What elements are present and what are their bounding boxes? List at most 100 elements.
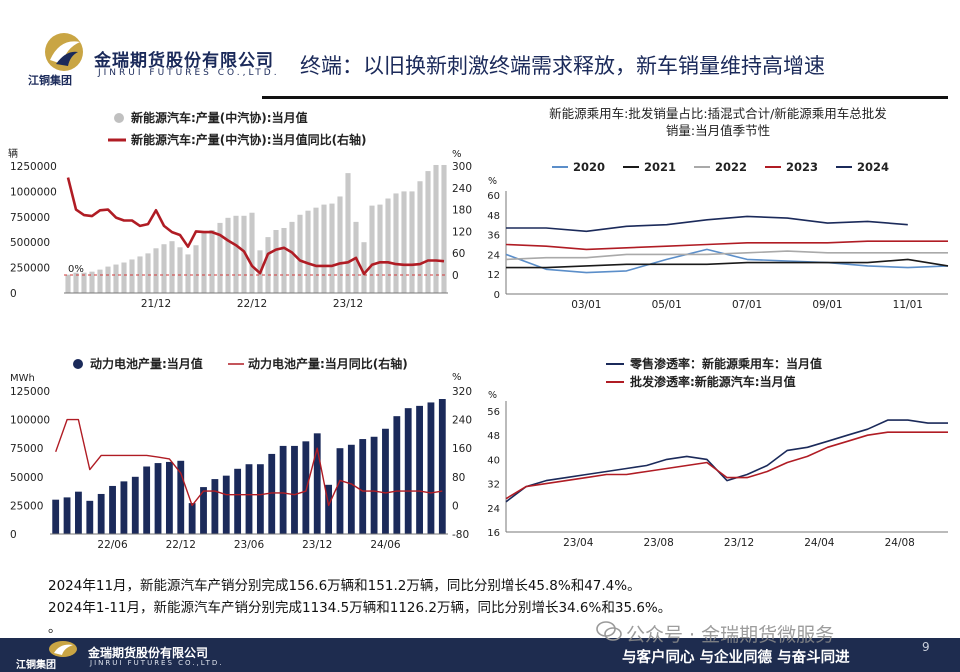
yoy-line (55, 418, 443, 507)
bar (81, 272, 87, 293)
series-line-2022 (505, 250, 948, 261)
right-tick-label: 60 (452, 248, 465, 260)
company-name-en: JINRUI FUTURES CO.,LTD. (98, 68, 280, 78)
bar (377, 204, 383, 293)
bar (268, 453, 276, 534)
legend-label-2021: 2021 (644, 160, 676, 174)
y-axis-unit: % (488, 176, 497, 187)
x-tick-label: 05/01 (652, 299, 682, 311)
group-name: 江铜集团 (28, 74, 72, 87)
bar (347, 444, 355, 534)
bar (361, 242, 367, 293)
y-tick-label: 48 (487, 211, 500, 222)
bar (241, 215, 247, 293)
legend-label-retail: 零售渗透率：新能源乘用车：当月值 (629, 356, 822, 371)
bar (52, 499, 60, 534)
bar (169, 241, 175, 293)
y-tick-label: 16 (487, 528, 500, 539)
legend-label-yoy: 动力电池产量:当月同比(右轴) (248, 356, 408, 371)
note-ytd: 2024年1-11月，新能源汽车产销分别完成1134.5万辆和1126.2万辆，… (48, 600, 672, 616)
bar (279, 445, 287, 534)
left-axis-unit: MWh (10, 373, 35, 384)
right-axis-unit: % (452, 149, 462, 160)
right-tick-label: 320 (452, 386, 472, 398)
right-tick-label: 160 (452, 443, 472, 455)
bar (97, 269, 103, 293)
bar (249, 212, 255, 293)
right-tick-label: 300 (452, 161, 472, 173)
footer-company-en: JINRUI FUTURES CO.,LTD. (90, 659, 224, 667)
bar (211, 479, 219, 534)
left-tick-label: 1250000 (10, 161, 57, 173)
wholesale-penetration-line (505, 431, 948, 500)
left-tick-label: 250000 (10, 263, 50, 275)
y-tick-label: 24 (487, 504, 500, 515)
x-tick-label: 22/12 (237, 298, 267, 310)
bar (385, 198, 391, 293)
zero-reference-label: 0% (68, 264, 84, 275)
bar (305, 210, 311, 293)
footer-logo-icon (49, 641, 77, 657)
bar (359, 439, 367, 534)
left-tick-label: 100000 (10, 415, 50, 427)
x-tick-label: 09/01 (812, 299, 842, 311)
bar (256, 464, 264, 534)
legend-swatch-bar (73, 359, 83, 369)
y-tick-label: 12 (487, 270, 500, 281)
bar (177, 460, 185, 534)
right-tick-label: 0 (452, 270, 459, 282)
bar (217, 222, 223, 293)
bar (409, 191, 415, 293)
legend-label-output: 动力电池产量:当月值 (90, 356, 203, 371)
bar (369, 205, 375, 293)
bar (63, 497, 71, 534)
bar (416, 405, 423, 534)
left-tick-label: 50000 (10, 472, 43, 484)
left-tick-label: 0 (10, 288, 17, 300)
right-axis-unit: % (452, 372, 462, 383)
bar (233, 215, 239, 293)
chart-title-line1: 新能源乘用车:批发销量占比:插混式合计/新能源乘用车总批发 (549, 106, 887, 121)
bar (336, 448, 344, 534)
bar (153, 248, 159, 293)
right-tick-label: 80 (452, 472, 465, 484)
y-tick-label: 40 (487, 455, 500, 466)
bar (185, 254, 191, 293)
right-tick-label: -80 (452, 529, 469, 541)
retail-penetration-line (505, 419, 948, 503)
x-tick-label: 23/12 (302, 539, 332, 551)
bar (193, 245, 199, 293)
legend-label-2023: 2023 (786, 160, 818, 174)
wechat-icon (596, 621, 622, 641)
bar (325, 484, 333, 534)
legend-label-wholesale: 批发渗透率:新能源汽车:当月值 (630, 374, 796, 389)
footer-slogan: 与客户同心 与企业同德 与奋斗同进 (622, 650, 850, 666)
left-tick-label: 75000 (10, 443, 43, 455)
footer-bar (0, 638, 960, 672)
y-tick-label: 0 (494, 290, 500, 301)
bar (154, 463, 162, 534)
bar (165, 461, 173, 534)
x-tick-label: 24/04 (804, 537, 835, 549)
legend-label-2020: 2020 (573, 160, 605, 174)
x-tick-label: 23/04 (563, 537, 594, 549)
bar (302, 441, 310, 534)
y-tick-label: 56 (487, 407, 500, 418)
bar (129, 259, 135, 293)
left-tick-label: 500000 (10, 237, 50, 249)
bar (113, 264, 119, 293)
note-end: 。 (48, 620, 62, 636)
bar (105, 266, 111, 293)
chart-title-line2: 销量:当月值季节性 (666, 123, 770, 138)
bar (121, 262, 127, 293)
bar (313, 207, 319, 293)
bar (370, 436, 378, 534)
bar (188, 503, 196, 534)
x-tick-label: 22/06 (97, 539, 128, 551)
x-tick-label: 03/01 (571, 299, 601, 311)
right-tick-label: 180 (452, 205, 472, 217)
x-tick-label: 23/08 (644, 537, 674, 549)
legend-label-yoy: 新能源汽车:产量(中汽协):当月值同比(右轴) (131, 132, 367, 147)
y-tick-label: 60 (487, 191, 500, 202)
